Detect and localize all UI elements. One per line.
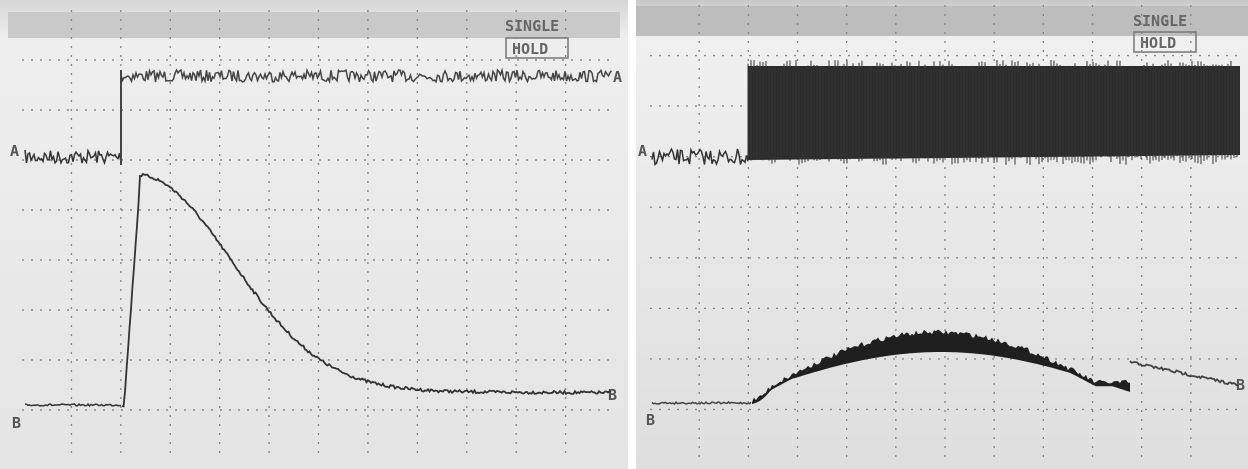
trace-marker: A <box>638 142 647 160</box>
scope-photo: SINGLE HOLD A A B B SINGLE HOLD A B B <box>0 0 1248 469</box>
trace-marker: A <box>613 68 622 86</box>
trace-marker: B <box>12 414 21 432</box>
mode-label: SINGLE <box>505 17 559 35</box>
scope-panel: SINGLE HOLD A B B <box>636 0 1248 469</box>
trace-marker: A <box>10 142 19 160</box>
status-label: HOLD <box>512 40 548 58</box>
trace-marker: B <box>646 411 655 429</box>
trace-marker: B <box>608 386 617 404</box>
screen <box>0 0 628 469</box>
scope-panel: SINGLE HOLD A A B B <box>0 0 628 469</box>
divider <box>628 0 636 469</box>
status-label: HOLD <box>1140 34 1176 52</box>
